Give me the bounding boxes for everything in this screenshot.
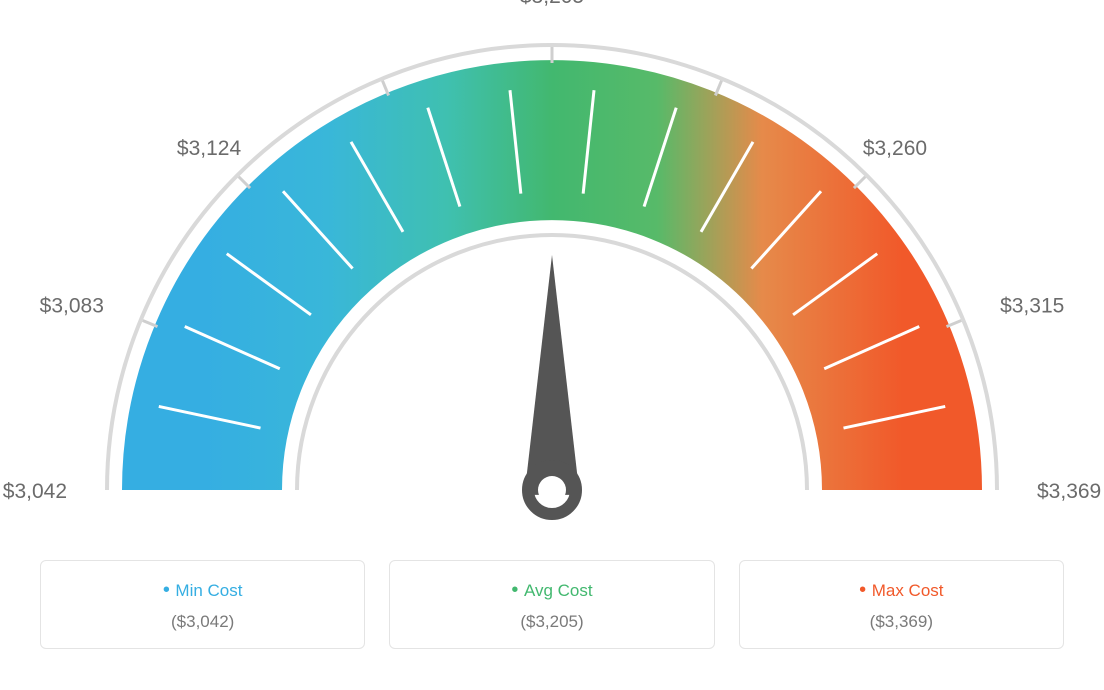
avg-cost-value: ($3,205) bbox=[400, 612, 703, 632]
svg-text:$3,369: $3,369 bbox=[1037, 480, 1101, 503]
svg-text:$3,205: $3,205 bbox=[520, 0, 584, 8]
gauge-area: $3,042 $3,083 $3,124 $3,205 $3,260 $3,315 $3,3… bbox=[0, 0, 1104, 560]
svg-text:$3,042: $3,042 bbox=[3, 480, 67, 503]
summary-cards: Min Cost ($3,042) Avg Cost ($3,205) Max … bbox=[0, 560, 1104, 649]
svg-text:$3,315: $3,315 bbox=[1000, 294, 1064, 317]
max-cost-label: Max Cost bbox=[750, 579, 1053, 602]
min-cost-label: Min Cost bbox=[51, 579, 354, 602]
svg-text:$3,083: $3,083 bbox=[40, 294, 104, 317]
min-cost-card: Min Cost ($3,042) bbox=[40, 560, 365, 649]
min-cost-value: ($3,042) bbox=[51, 612, 354, 632]
chart-container: $3,042 $3,083 $3,124 $3,205 $3,260 $3,315 $3,3… bbox=[0, 0, 1104, 690]
avg-cost-card: Avg Cost ($3,205) bbox=[389, 560, 714, 649]
max-cost-value: ($3,369) bbox=[750, 612, 1053, 632]
avg-cost-label: Avg Cost bbox=[400, 579, 703, 602]
svg-text:$3,124: $3,124 bbox=[177, 137, 242, 160]
svg-text:$3,260: $3,260 bbox=[863, 137, 927, 160]
max-cost-card: Max Cost ($3,369) bbox=[739, 560, 1064, 649]
gauge-svg: $3,042 $3,083 $3,124 $3,205 $3,260 $3,315 $3,3… bbox=[0, 0, 1104, 560]
